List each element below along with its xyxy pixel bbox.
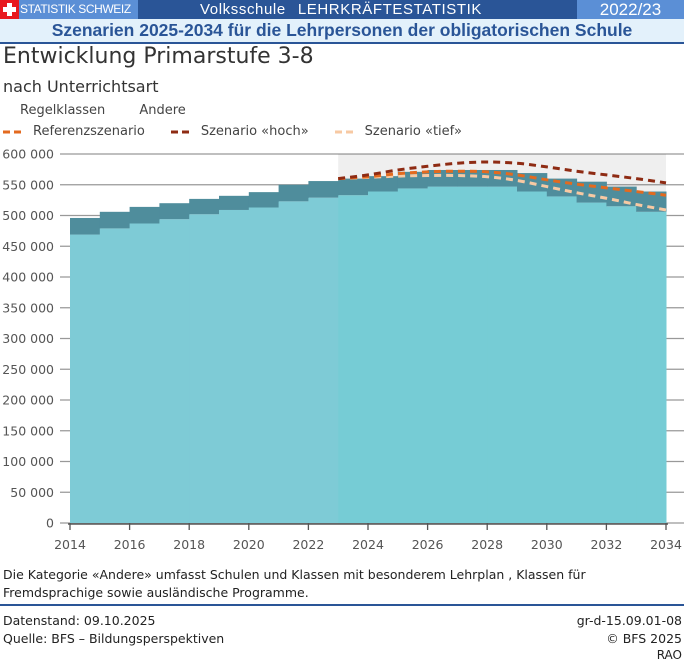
y-tick-label: 250 000: [2, 362, 54, 377]
subtitle-bar: Szenarien 2025-2034 für die Lehrpersonen…: [0, 19, 684, 44]
y-tick-label: 450 000: [2, 239, 54, 254]
bar-andere: [248, 192, 280, 208]
legend-label: Szenario «hoch»: [200, 124, 309, 139]
header-bar: STATISTIK SCHWEIZ Volksschule LEHRKRÄFTES…: [0, 0, 684, 19]
bar-regelklassen: [308, 197, 339, 523]
y-tick-label: 500 000: [2, 208, 54, 223]
x-tick-label: 2030: [531, 537, 563, 552]
source: Quelle: BFS – Bildungsperspektiven: [3, 631, 225, 646]
legend-lines: Referenzszenario Szenario «hoch» Szenari…: [3, 124, 488, 139]
dash-swatch-icon: [334, 130, 357, 133]
bar-andere: [606, 186, 637, 207]
bar-andere: [129, 206, 160, 224]
x-tick-label: 2024: [352, 537, 384, 552]
chart-code: gr-d-15.09.01-08: [576, 613, 682, 628]
footer-divider: [0, 604, 684, 606]
bar-regelklassen: [219, 209, 250, 523]
x-tick-label: 2034: [650, 537, 682, 552]
legend-item-hoch[interactable]: Szenario «hoch»: [170, 124, 309, 139]
x-tick-label: 2028: [471, 537, 503, 552]
chart-plot: 0 50 000 100 000 150 000 200 000 250 000 300 0…: [2, 147, 684, 553]
y-tick-label: 150 000: [2, 423, 54, 438]
dash-swatch-icon: [170, 130, 193, 133]
bar-regelklassen: [576, 202, 607, 523]
legend-areas: Regelklassen Andere: [20, 103, 216, 118]
x-tick-label: 2026: [412, 537, 444, 552]
y-tick-label: 200 000: [2, 393, 54, 408]
y-tick-label: 550 000: [2, 177, 54, 192]
bar-regelklassen: [189, 214, 220, 523]
bar-andere: [338, 178, 369, 196]
x-tick-label: 2020: [233, 537, 265, 552]
y-tick-label: 600 000: [2, 147, 54, 162]
x-tick-label: 2032: [590, 537, 622, 552]
subtitle-text: Szenarien 2025-2034 für die Lehrpersonen…: [51, 20, 633, 40]
dash-swatch-icon: [3, 130, 25, 133]
bar-regelklassen: [159, 219, 190, 523]
footer-left: Datenstand: 09.10.2025 Quelle: BFS – Bil…: [3, 612, 224, 648]
axes-group: 0 50 000 100 000 150 000 200 000 250 000 300 0…: [2, 147, 682, 553]
x-tick-label: 2016: [114, 537, 146, 552]
y-tick-label: 0: [46, 516, 54, 531]
x-tick-label: 2018: [173, 537, 205, 552]
bar-regelklassen: [546, 196, 578, 523]
footnote: Die Kategorie «Andere» umfasst Schulen u…: [3, 567, 586, 600]
y-tick-label: 50 000: [10, 485, 54, 500]
bar-andere: [368, 176, 399, 192]
bar-regelklassen: [427, 186, 458, 523]
data-status: Datenstand: 09.10.2025: [3, 613, 156, 628]
bar-andere: [70, 217, 101, 235]
bar-regelklassen: [636, 211, 667, 523]
topic-part1: Volksschule: [200, 1, 286, 18]
bars-group: [70, 169, 667, 524]
bar-andere: [636, 191, 667, 212]
bar-andere: [397, 171, 429, 189]
legend-item-referenz[interactable]: Referenzszenario: [3, 124, 145, 139]
chart-subtitle: nach Unterrichtsart: [3, 77, 159, 96]
bar-andere: [219, 195, 250, 210]
legend-item-regelklassen[interactable]: Regelklassen: [20, 103, 106, 118]
bar-andere: [576, 181, 607, 203]
rao-label: RAO: [656, 648, 682, 662]
y-tick-label: 100 000: [2, 454, 54, 469]
bar-andere: [278, 184, 309, 202]
bar-andere: [308, 181, 339, 198]
bar-andere: [189, 198, 220, 215]
footer-right: gr-d-15.09.01-08 © BFS 2025 RAO: [577, 612, 682, 662]
bar-regelklassen: [487, 186, 518, 523]
bar-regelklassen: [606, 206, 637, 523]
y-tick-label: 350 000: [2, 300, 54, 315]
x-tick-label: 2014: [54, 537, 86, 552]
bar-regelklassen: [99, 228, 131, 523]
bar-regelklassen: [129, 223, 160, 523]
bar-regelklassen: [517, 191, 548, 523]
bar-regelklassen: [338, 195, 369, 523]
bar-andere: [159, 203, 190, 220]
bar-andere: [427, 169, 458, 187]
bar-regelklassen: [368, 191, 399, 523]
copyright: © BFS 2025: [606, 631, 682, 646]
bar-regelklassen: [70, 234, 101, 523]
bar-regelklassen: [278, 201, 309, 524]
bar-regelklassen: [397, 188, 429, 523]
bar-regelklassen: [457, 186, 488, 523]
swiss-flag-icon: [0, 0, 19, 19]
y-tick-label: 300 000: [2, 331, 54, 346]
legend-item-tief[interactable]: Szenario «tief»: [334, 124, 462, 139]
legend-label: Szenario «tief»: [364, 124, 462, 139]
topic-part2: LEHRKRÄFTESTATISTIK: [297, 1, 483, 18]
x-tick-label: 2022: [292, 537, 324, 552]
chart-title: Entwicklung Primarstufe 3-8: [3, 44, 314, 69]
bar-andere: [457, 169, 488, 187]
bar-andere: [99, 211, 131, 229]
legend-item-andere[interactable]: Andere: [139, 103, 186, 118]
topic-title: Volksschule LEHRKRÄFTESTATISTIK: [200, 0, 482, 19]
brand-label: STATISTIK SCHWEIZ: [19, 0, 138, 19]
school-year-badge: 2022/23: [577, 0, 684, 19]
y-tick-label: 400 000: [2, 270, 54, 285]
bar-andere: [546, 178, 578, 197]
bar-regelklassen: [248, 207, 280, 523]
legend-label: Referenzszenario: [33, 124, 145, 139]
